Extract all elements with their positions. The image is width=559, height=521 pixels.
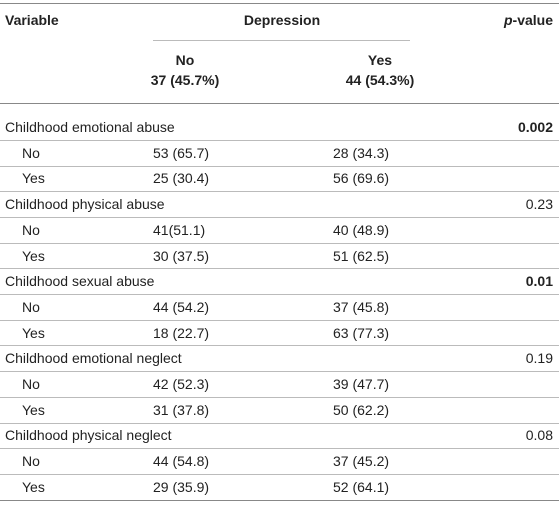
- cell: 37 (45.2): [333, 453, 390, 470]
- group-label: Childhood emotional neglect: [5, 350, 182, 367]
- rule: [0, 371, 559, 372]
- group-label: Childhood physical abuse: [5, 196, 165, 213]
- cell: 41(51.1): [153, 221, 206, 238]
- rule: [0, 166, 559, 167]
- row-label: Yes: [22, 401, 45, 418]
- p-value: 0.08: [525, 427, 553, 444]
- cell: 29 (35.9): [153, 478, 210, 495]
- cell: 53 (65.7): [153, 144, 210, 161]
- header-cell: 44 (54.3%): [345, 72, 415, 88]
- rule: [0, 217, 559, 218]
- header-cell: p-value: [504, 11, 553, 29]
- cell: 42 (52.3): [153, 376, 210, 392]
- row-label: Yes: [22, 170, 45, 187]
- rule: [0, 3, 559, 4]
- cell: 28 (34.3): [333, 144, 390, 161]
- rule: [0, 397, 559, 398]
- cell: 39 (47.7): [333, 376, 390, 392]
- rule: [153, 40, 410, 41]
- rule: [0, 345, 559, 346]
- rule: [0, 268, 559, 269]
- rule: [0, 140, 559, 141]
- header-cell: 37 (45.7%): [150, 72, 220, 88]
- rule: [0, 243, 559, 244]
- group-label: Childhood emotional abuse: [5, 119, 175, 135]
- p-value: 0.002: [517, 119, 553, 135]
- rule: [0, 448, 559, 449]
- header-rest: -value: [512, 12, 553, 28]
- row-label: No: [22, 298, 40, 315]
- row-label: Yes: [22, 247, 45, 264]
- row-label: Yes: [22, 478, 45, 495]
- row-label: Yes: [22, 324, 45, 341]
- header-italic: p: [503, 12, 513, 28]
- rule: [0, 191, 559, 192]
- cell: 30 (37.5): [153, 247, 210, 264]
- row-label: No: [22, 221, 40, 238]
- cell: 44 (54.8): [153, 453, 210, 470]
- cell: 37 (45.8): [333, 298, 390, 315]
- rule: [0, 500, 559, 501]
- header-cell: Depression: [243, 12, 321, 28]
- header-cell: No: [175, 52, 195, 68]
- cell: 50 (62.2): [333, 401, 390, 418]
- rule: [0, 423, 559, 424]
- group-label: Childhood sexual abuse: [5, 273, 155, 290]
- row-label: No: [22, 144, 40, 161]
- rule: [0, 474, 559, 475]
- row-label: No: [22, 376, 40, 392]
- cell: 25 (30.4): [153, 170, 210, 187]
- rule: [0, 294, 559, 295]
- cell: 51 (62.5): [333, 247, 390, 264]
- cell: 44 (54.2): [153, 298, 210, 315]
- cell: 56 (69.6): [333, 170, 390, 187]
- rule: [0, 103, 559, 104]
- rule: [0, 320, 559, 321]
- p-value: 0.19: [525, 350, 553, 367]
- header-cell: Variable: [5, 12, 59, 28]
- group-label: Childhood physical neglect: [5, 427, 172, 444]
- cell: 18 (22.7): [153, 324, 210, 341]
- cell: 40 (48.9): [333, 221, 390, 238]
- cell: 63 (77.3): [333, 324, 390, 341]
- header-cell: Yes: [367, 52, 393, 68]
- p-value: 0.01: [525, 273, 553, 290]
- cell: 52 (64.1): [333, 478, 390, 495]
- p-value: 0.23: [525, 196, 553, 213]
- cell: 31 (37.8): [153, 401, 210, 418]
- row-label: No: [22, 453, 40, 470]
